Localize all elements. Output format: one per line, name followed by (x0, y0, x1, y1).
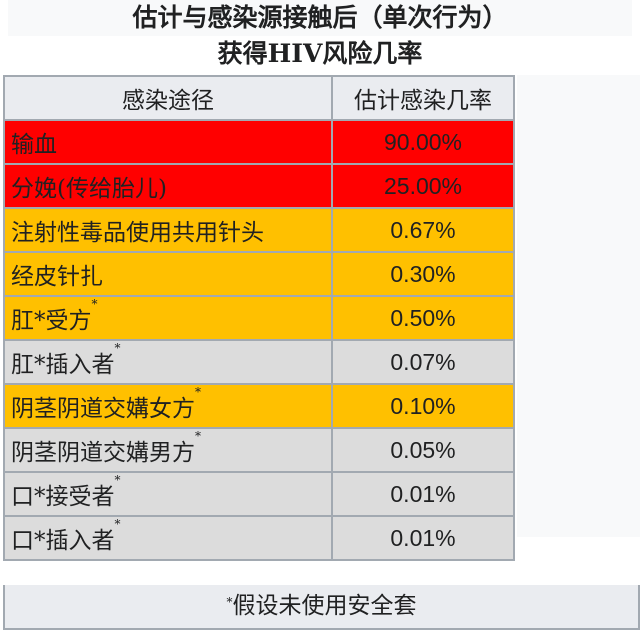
table-row: 口*接受者* 0.01% (3, 471, 515, 517)
route-label: 阴茎阴道交媾男方 (11, 440, 195, 466)
route-cell: 阴茎阴道交媾女方* (3, 383, 333, 429)
route-label: 输血 (11, 132, 57, 158)
footnote-mark: * (195, 429, 201, 443)
table-row: 分娩(传给胎儿) 25.00% (3, 163, 515, 209)
footnote-mark: * (226, 595, 233, 609)
header-row: 感染途径 估计感染几率 (3, 75, 515, 121)
rate-cell: 0.05% (331, 427, 515, 473)
footnote-mark: * (91, 297, 98, 311)
route-cell: 分娩(传给胎儿) (3, 163, 333, 209)
rate-cell: 90.00% (331, 119, 515, 165)
footnote-mark: * (114, 473, 121, 487)
caption-line-1: 估计与感染源接触后（单次行为） (8, 0, 632, 36)
rate-cell: 0.30% (331, 251, 515, 297)
rate-cell: 0.50% (331, 295, 515, 341)
table-row: 口*插入者* 0.01% (3, 515, 515, 561)
rate-cell: 0.07% (331, 339, 515, 385)
header-rate: 估计感染几率 (331, 75, 515, 121)
route-label: 经皮针扎 (11, 264, 103, 290)
footnote: *假设未使用安全套 (3, 585, 640, 630)
hiv-risk-table: 感染途径 估计感染几率 输血 90.00% 分娩(传给胎儿) 25.00% 注射性毒品使… (3, 75, 515, 561)
footnote-mark: * (114, 341, 121, 355)
table-row: 经皮针扎 0.30% (3, 251, 515, 297)
route-label: 阴茎阴道交媾女方 (11, 396, 195, 422)
rate-cell: 25.00% (331, 163, 515, 209)
footnote-mark: * (114, 517, 121, 531)
rate-cell: 0.10% (331, 383, 515, 429)
header-route: 感染途径 (3, 75, 333, 121)
route-label: 口*接受者 (11, 484, 115, 510)
footnote-text: 假设未使用安全套 (232, 593, 417, 619)
table-row: 肛*受方* 0.50% (3, 295, 515, 341)
route-label: 口*插入者 (11, 528, 115, 554)
route-label: 注射性毒品使用共用针头 (11, 220, 264, 246)
table-row: 阴茎阴道交媾女方* 0.10% (3, 383, 515, 429)
footnote-mark: * (195, 385, 201, 399)
route-cell: 肛*插入者* (3, 339, 333, 385)
route-cell: 口*插入者* (3, 515, 333, 561)
route-label: 肛*插入者 (11, 352, 115, 378)
route-cell: 经皮针扎 (3, 251, 333, 297)
side-background (517, 75, 640, 537)
route-cell: 阴茎阴道交媾男方* (3, 427, 333, 473)
route-cell: 注射性毒品使用共用针头 (3, 207, 333, 253)
caption-line-2: 获得HIV风险几率 (217, 39, 423, 68)
rate-cell: 0.67% (331, 207, 515, 253)
route-cell: 口*接受者* (3, 471, 333, 517)
table-row: 肛*插入者* 0.07% (3, 339, 515, 385)
route-label: 分娩(传给胎儿) (11, 176, 167, 202)
table-row: 注射性毒品使用共用针头 0.67% (3, 207, 515, 253)
rate-cell: 0.01% (331, 471, 515, 517)
route-cell: 肛*受方* (3, 295, 333, 341)
table-row: 输血 90.00% (3, 119, 515, 165)
route-cell: 输血 (3, 119, 333, 165)
rate-cell: 0.01% (331, 515, 515, 561)
table-row: 阴茎阴道交媾男方* 0.05% (3, 427, 515, 473)
route-label: 肛*受方 (11, 308, 92, 334)
table-caption: 估计与感染源接触后（单次行为） 获得HIV风险几率 (0, 0, 640, 75)
